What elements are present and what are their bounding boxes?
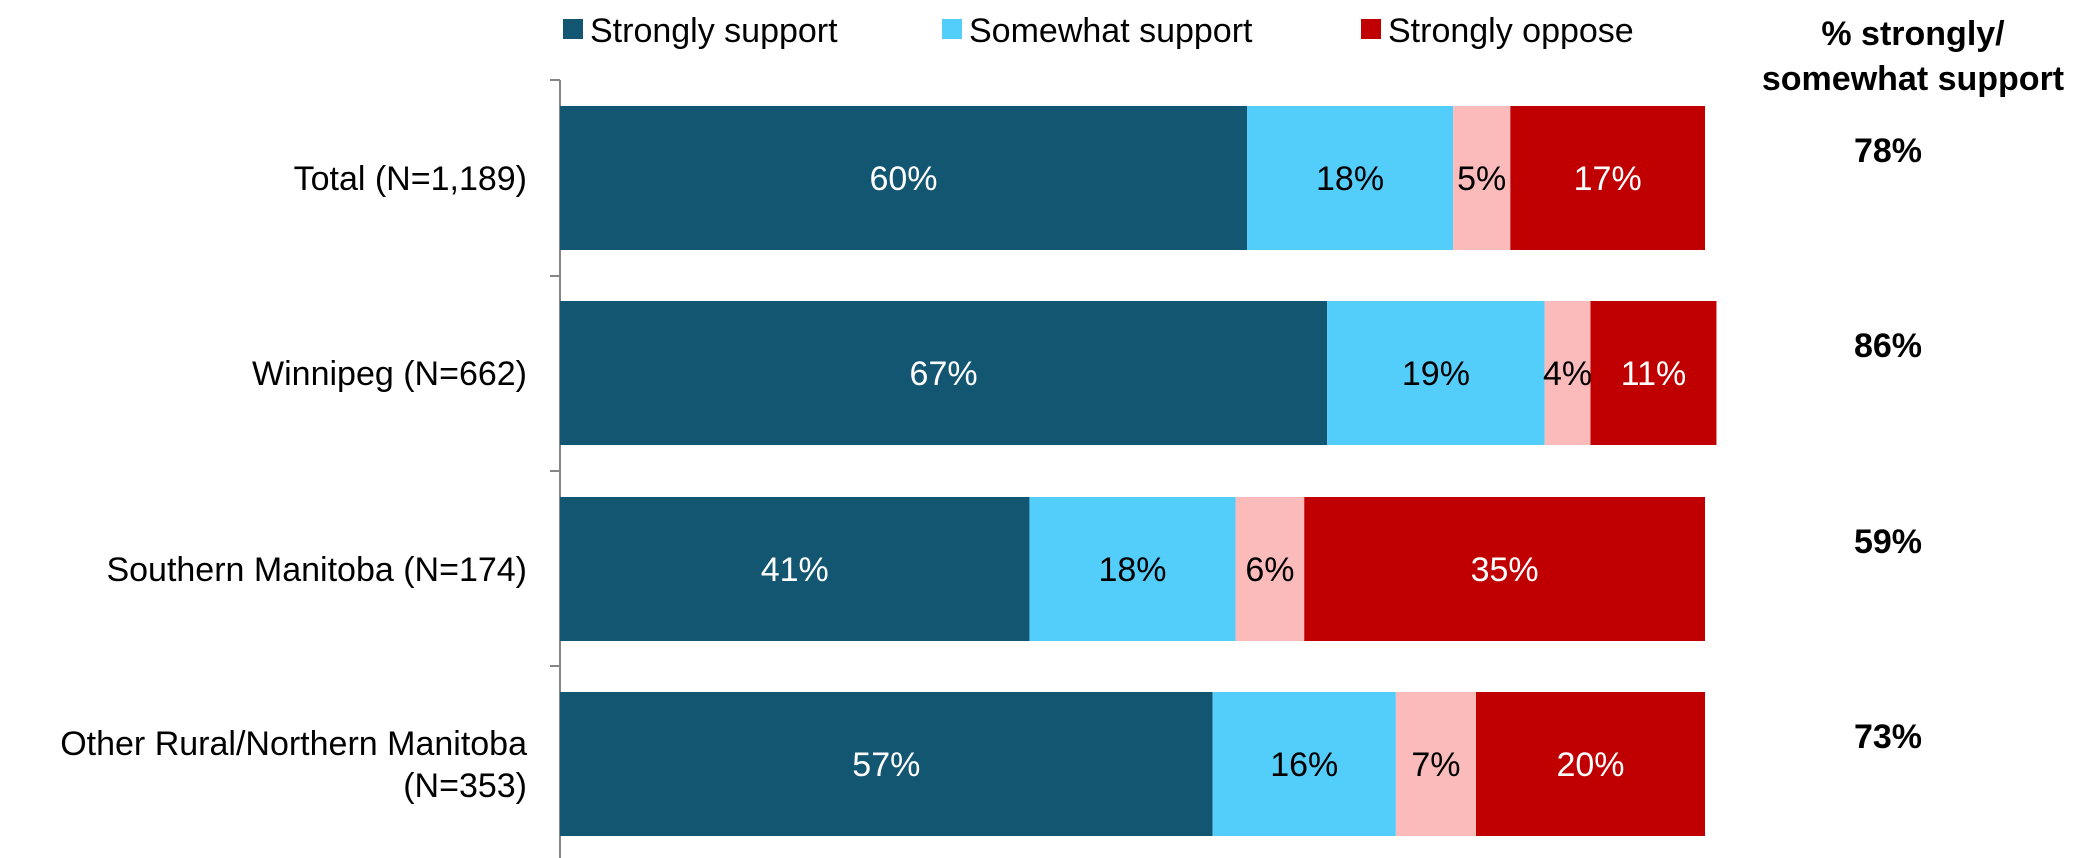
legend-swatch-0: [563, 19, 583, 39]
support-total-1: 86%: [1854, 327, 1922, 365]
support-total-2: 59%: [1854, 523, 1922, 561]
bar-segment-0-1: [1247, 106, 1454, 250]
data-label-1-2: 4%: [1543, 355, 1592, 393]
bar-segment-1-3: [1590, 301, 1717, 445]
bar-segment-0-2: [1453, 106, 1511, 250]
data-label-0-0: 60%: [869, 160, 937, 198]
legend-swatch-3: [1361, 19, 1381, 39]
bar-segment-2-3: [1304, 497, 1705, 641]
data-label-1-1: 19%: [1402, 355, 1470, 393]
bar-segment-3-3: [1476, 692, 1705, 836]
data-label-3-2: 7%: [1411, 746, 1460, 784]
category-label-3-line-1: (N=353): [403, 767, 527, 805]
data-label-2-3: 35%: [1471, 551, 1539, 589]
data-label-1-3: 11%: [1621, 355, 1687, 393]
legend-label-3: Strongly oppose: [1388, 12, 1634, 50]
data-label-2-0: 41%: [761, 551, 829, 589]
data-label-3-3: 20%: [1556, 746, 1624, 784]
category-label-3-line-0: Other Rural/Northern Manitoba: [60, 725, 527, 763]
data-label-0-1: 18%: [1316, 160, 1384, 198]
data-label-0-3: 17%: [1574, 160, 1642, 198]
data-label-2-2: 6%: [1245, 551, 1294, 589]
bar-segment-2-0: [560, 497, 1030, 641]
bar-segment-3-0: [560, 692, 1213, 836]
data-label-2-1: 18%: [1098, 551, 1166, 589]
support-total-3: 73%: [1854, 718, 1922, 756]
support-header-line-1: somewhat support: [1762, 60, 2064, 98]
data-label-0-2: 5%: [1457, 160, 1506, 198]
bar-segment-0-3: [1510, 106, 1705, 250]
legend-label-1: Somewhat support: [969, 12, 1253, 50]
bar-segment-1-2: [1544, 301, 1591, 445]
bar-segment-1-0: [560, 301, 1328, 445]
data-label-3-1: 16%: [1270, 746, 1338, 784]
category-label-0: Total (N=1,189): [294, 160, 527, 198]
bar-segment-0-0: [560, 106, 1247, 250]
data-label-1-0: 67%: [910, 355, 978, 393]
category-label-2: Southern Manitoba (N=174): [106, 551, 527, 589]
data-label-3-0: 57%: [852, 746, 920, 784]
legend-label-0: Strongly support: [590, 12, 838, 50]
bar-segment-3-1: [1212, 692, 1396, 836]
support-total-0: 78%: [1854, 132, 1922, 170]
bar-segment-3-2: [1395, 692, 1476, 836]
category-label-1: Winnipeg (N=662): [252, 355, 527, 393]
bar-segment-2-1: [1029, 497, 1236, 641]
support-header-line-0: % strongly/: [1821, 15, 2005, 53]
bar-segment-1-1: [1327, 301, 1545, 445]
legend-swatch-1: [942, 19, 962, 39]
bar-segment-2-2: [1235, 497, 1305, 641]
